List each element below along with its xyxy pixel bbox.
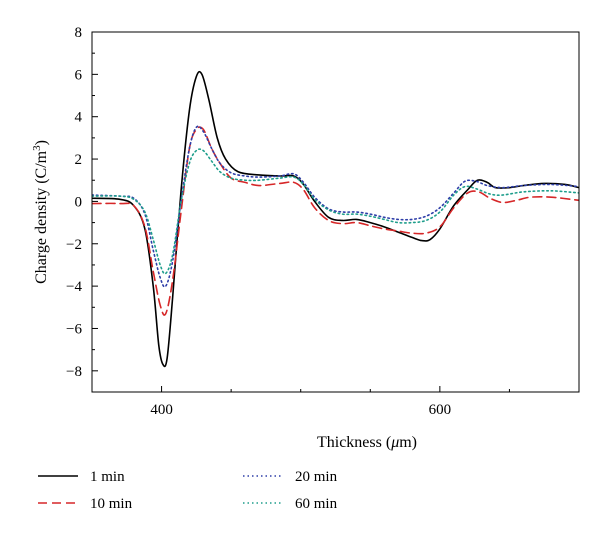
legend-item-2: 10 min <box>38 496 133 512</box>
y-tick-label: 2 <box>75 152 83 168</box>
x-axis-title: Thickness (μm) <box>317 434 417 451</box>
legend-label: 20 min <box>295 469 338 485</box>
x-tick-label: 600 <box>429 402 452 418</box>
plot-area <box>92 70 579 368</box>
x-tick-label: 400 <box>150 402 173 418</box>
series-line-4 <box>92 148 579 275</box>
series-line-1 <box>92 70 579 368</box>
ticks-layer: −8 −6 −4 −2 0 2 4 6 8 400 600 <box>66 25 510 418</box>
series-line-3 <box>92 125 579 288</box>
legend-label: 10 min <box>90 496 133 512</box>
y-axis-title: Charge density (C/m3) <box>31 140 50 284</box>
y-tick-label: −2 <box>66 237 82 253</box>
legend: 1 min 10 min 20 min 60 min <box>38 469 338 512</box>
y-tick-label: 6 <box>75 67 83 83</box>
legend-item-4: 60 min <box>243 496 338 512</box>
y-tick-label: −4 <box>66 279 82 295</box>
legend-label: 60 min <box>295 496 338 512</box>
series-line-2 <box>92 126 579 316</box>
y-tick-label: 8 <box>75 25 83 41</box>
plot-frame <box>91 31 580 393</box>
y-tick-label: 0 <box>75 194 83 210</box>
legend-item-1: 1 min <box>38 469 125 485</box>
y-tick-label: −6 <box>66 321 82 337</box>
y-tick-label: 4 <box>75 110 83 126</box>
legend-label: 1 min <box>90 469 125 485</box>
legend-item-3: 20 min <box>243 469 338 485</box>
y-tick-label: −8 <box>66 364 82 380</box>
